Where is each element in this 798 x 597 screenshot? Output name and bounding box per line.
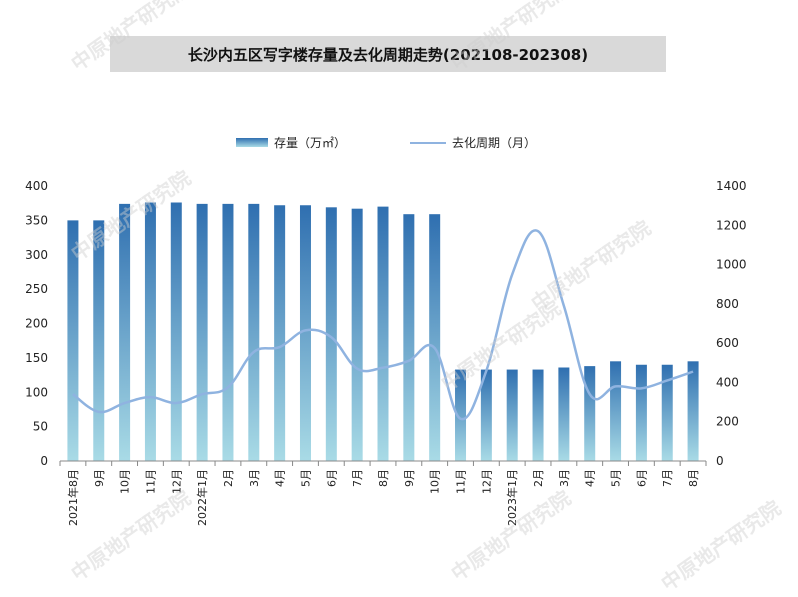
bar: [248, 203, 260, 461]
x-tick-label: 10月: [119, 469, 132, 494]
left-tick-label: 150: [25, 351, 48, 365]
left-tick-label: 0: [40, 454, 48, 468]
bar: [558, 367, 570, 461]
bar: [196, 203, 208, 461]
legend-item-stock: 存量（万㎡）: [236, 134, 346, 151]
chart-title: 长沙内五区写字楼存量及去化周期走势(202108-202308): [187, 45, 589, 64]
line-series-cycle: [72, 229, 694, 421]
x-tick-label: 10月: [429, 469, 442, 494]
right-tick-label: 600: [716, 336, 739, 350]
left-tick-label: 100: [25, 385, 48, 399]
legend-swatch-bar: [236, 138, 268, 147]
left-tick-label: 250: [25, 282, 48, 296]
x-tick-label: 8月: [687, 469, 700, 487]
bar: [532, 369, 544, 461]
bar: [661, 364, 673, 461]
right-tick-label: 800: [716, 297, 739, 311]
left-tick-label: 350: [25, 213, 48, 227]
x-tick-label: 2月: [222, 469, 235, 487]
left-axis: 0 50 100 150 200 250 300 350 400: [25, 179, 48, 468]
bar: [610, 361, 622, 461]
bar: [403, 214, 415, 461]
right-tick-label: 1400: [716, 179, 747, 193]
x-tick-label: 3月: [248, 469, 261, 487]
x-tick-label: 5月: [299, 469, 312, 487]
bar: [222, 203, 234, 461]
bar: [635, 364, 647, 461]
bar: [299, 205, 311, 461]
bar: [584, 366, 596, 461]
legend: 存量（万㎡） 去化周期（月）: [0, 134, 798, 154]
x-tick-label: 9月: [403, 469, 416, 487]
x-tick-label: 7月: [351, 469, 364, 487]
x-tick-label: 6月: [635, 469, 648, 487]
bar: [170, 202, 182, 461]
left-tick-label: 50: [33, 420, 48, 434]
bar: [325, 207, 337, 461]
bar: [67, 220, 79, 461]
right-tick-label: 1200: [716, 218, 747, 232]
right-axis: 0 200 400 600 800 1000 1200 1400: [716, 179, 747, 468]
x-tick-label: 2023年1月: [505, 469, 519, 526]
x-tick-label: 2月: [532, 469, 545, 487]
x-tick-label: 6月: [325, 469, 338, 487]
left-tick-label: 400: [25, 179, 48, 193]
bar: [687, 361, 699, 461]
x-tick-label: 12月: [480, 469, 493, 494]
bar: [274, 205, 286, 461]
left-tick-label: 200: [25, 317, 48, 331]
right-tick-label: 1000: [716, 258, 747, 272]
x-tick-label: 12月: [170, 469, 183, 494]
chart-svg: 0 50 100 150 200 250 300 350 400 0 200 400 600 800 10…: [25, 179, 747, 526]
bar: [93, 220, 105, 461]
x-tick-label: 4月: [584, 469, 597, 487]
right-tick-label: 0: [716, 454, 724, 468]
x-tick-label: 9月: [93, 469, 106, 487]
bar: [377, 206, 389, 461]
x-tick-label: 8月: [377, 469, 390, 487]
x-tick-label: 7月: [661, 469, 674, 487]
legend-label-cycle: 去化周期（月）: [452, 136, 537, 150]
bar: [455, 369, 467, 461]
x-tick-label: 2021年8月: [66, 469, 80, 526]
legend-item-cycle: 去化周期（月）: [410, 134, 536, 151]
left-tick-label: 300: [25, 248, 48, 262]
bar: [429, 214, 441, 461]
chart-title-box: 长沙内五区写字楼存量及去化周期走势(202108-202308): [110, 36, 666, 72]
x-tick-label: 5月: [610, 469, 623, 487]
bar: [144, 202, 156, 461]
x-tick-label: 4月: [274, 469, 287, 487]
bar: [119, 203, 131, 461]
x-tick-label: 2022年1月: [195, 469, 209, 526]
bar: [506, 369, 518, 461]
bar-series: [67, 202, 699, 461]
right-tick-label: 200: [716, 415, 739, 429]
x-tick-label: 11月: [455, 469, 468, 494]
legend-swatch-line: [410, 141, 446, 144]
x-axis: 2021年8月 9月 10月 11月 12月 2022年1月 2月 3月 4月 5月 6月 7月 8月 9…: [59, 461, 707, 526]
right-tick-label: 400: [716, 375, 739, 389]
bar: [351, 208, 363, 461]
x-tick-label: 11月: [144, 469, 157, 494]
bar: [480, 369, 492, 461]
x-tick-label: 3月: [558, 469, 571, 487]
legend-label-stock: 存量（万㎡）: [274, 136, 347, 150]
